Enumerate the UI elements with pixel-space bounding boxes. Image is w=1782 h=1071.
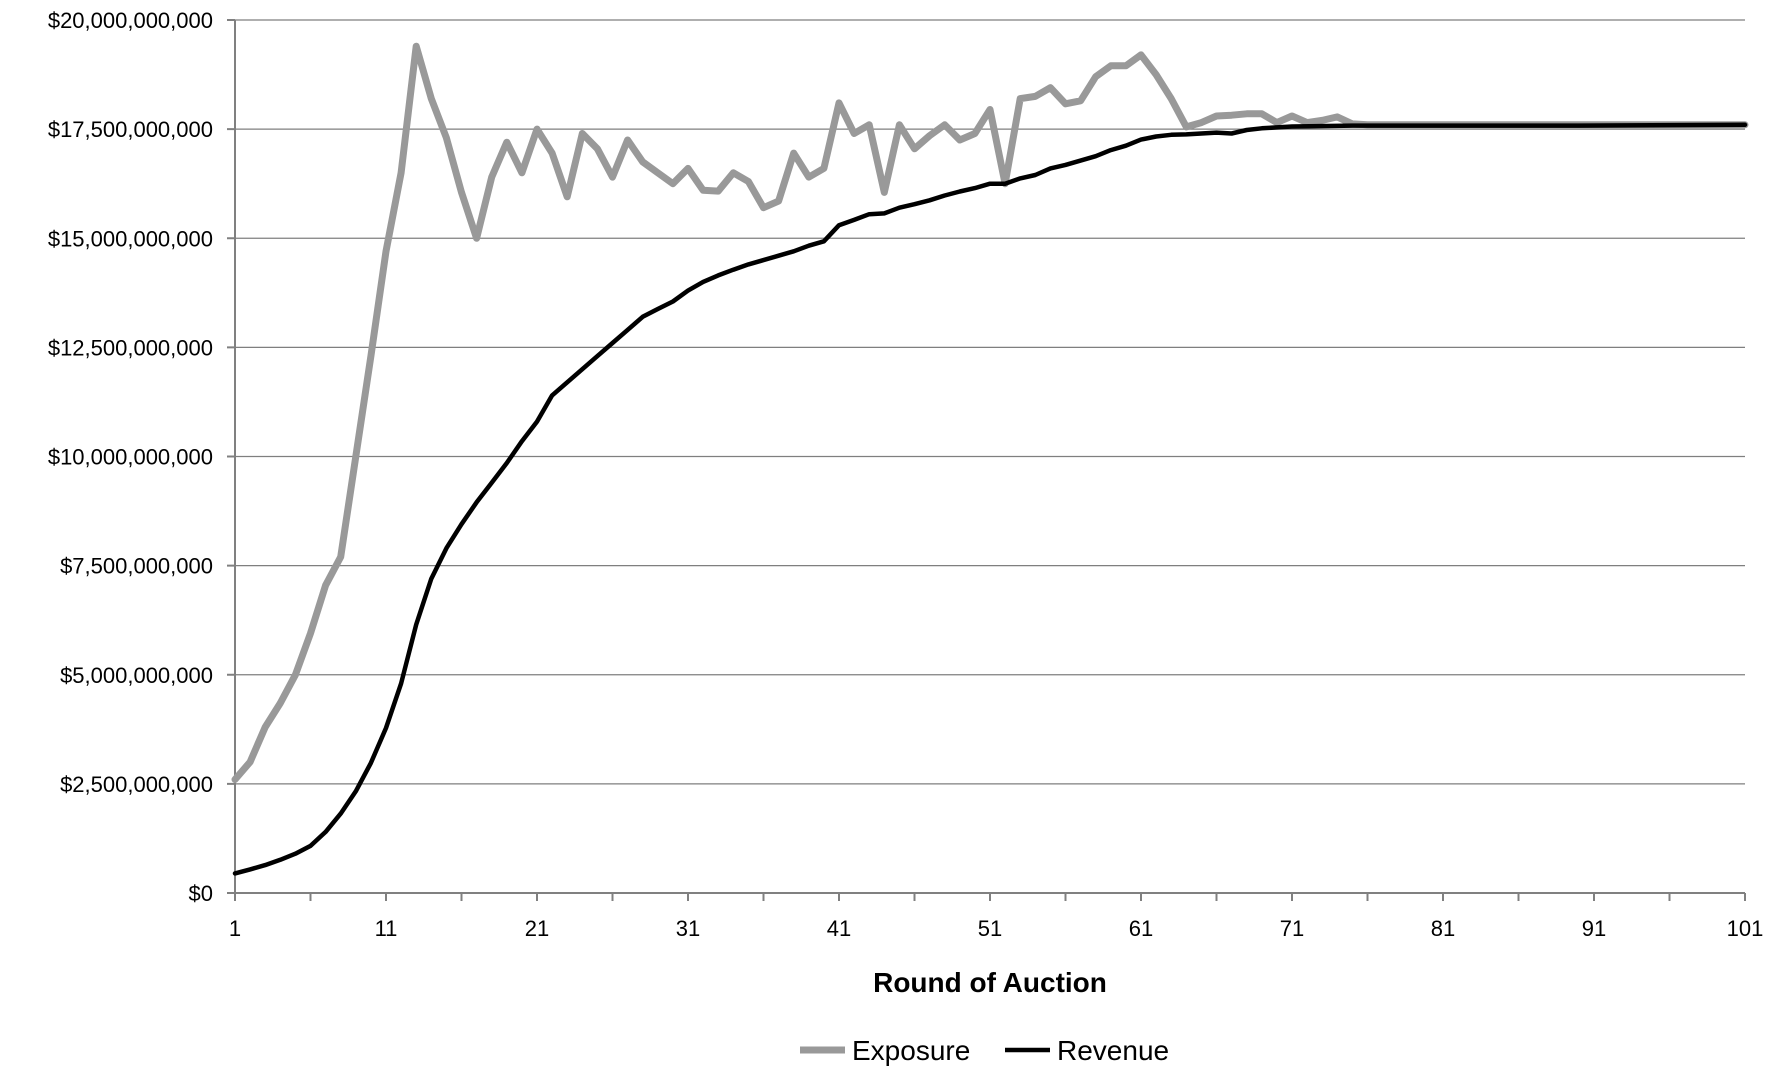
y-tick-label: $2,500,000,000	[60, 772, 213, 797]
y-tick-label: $5,000,000,000	[60, 663, 213, 688]
x-tick-labels: 1 11 21 31 41 51 61 71 81 91 101	[229, 916, 1763, 941]
legend-label-exposure: Exposure	[852, 1035, 970, 1066]
x-tick-label: 101	[1727, 916, 1764, 941]
x-tick-label: 51	[978, 916, 1002, 941]
x-tick-label: 81	[1431, 916, 1455, 941]
x-tick-label: 41	[827, 916, 851, 941]
y-tick-label: $7,500,000,000	[60, 554, 213, 579]
series-line-exposure	[231, 42, 1749, 783]
y-tick-labels: $0 $2,500,000,000 $5,000,000,000 $7,500,000…	[48, 8, 213, 906]
y-tick-label: $20,000,000,000	[48, 8, 213, 33]
series-line-revenue	[232, 122, 1748, 876]
y-tick-label: $12,500,000,000	[48, 335, 213, 360]
x-tick-label: 11	[375, 916, 398, 941]
x-tick-label: 71	[1280, 916, 1304, 941]
y-tick-label: $0	[189, 881, 213, 906]
x-axis-title: Round of Auction	[873, 967, 1107, 998]
gridlines	[227, 19, 1746, 901]
x-tick-label: 61	[1129, 916, 1153, 941]
legend: Exposure Revenue	[800, 1035, 1169, 1066]
y-tick-label: $10,000,000,000	[48, 445, 213, 470]
axes	[234, 20, 1745, 894]
series-lines	[231, 42, 1749, 876]
x-tick-label: 91	[1582, 916, 1606, 941]
legend-label-revenue: Revenue	[1057, 1035, 1169, 1066]
x-tick-label: 21	[525, 916, 549, 941]
y-tick-label: $15,000,000,000	[48, 226, 213, 251]
x-tick-label: 1	[229, 916, 241, 941]
y-tick-label: $17,500,000,000	[48, 117, 213, 142]
x-tick-label: 31	[676, 916, 700, 941]
